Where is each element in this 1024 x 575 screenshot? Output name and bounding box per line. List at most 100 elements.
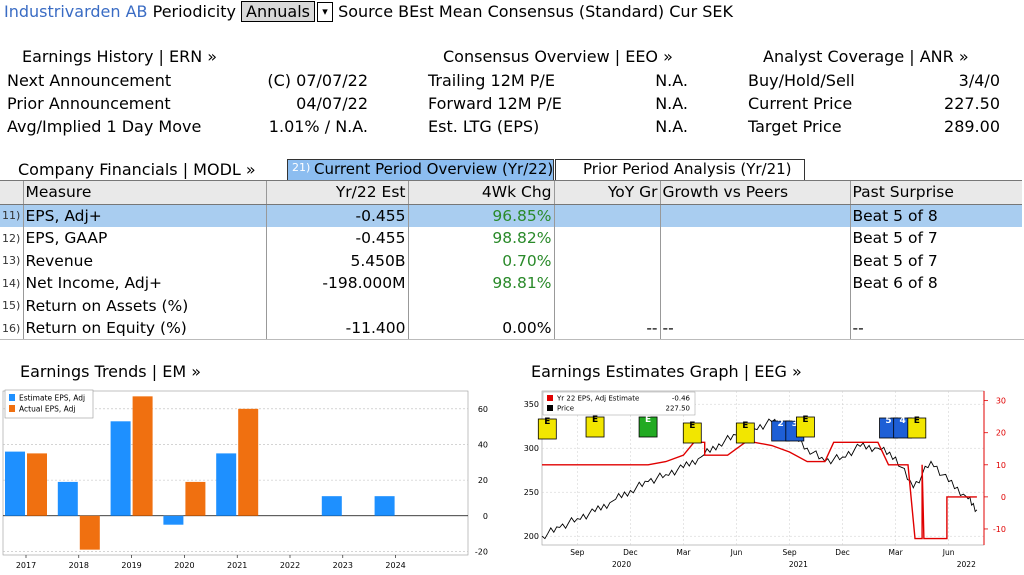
left-tick-label: 300 [524, 444, 539, 453]
measure-cell[interactable]: Return on Assets (%) [22, 294, 266, 317]
est-ltg-label: Est. LTG (EPS) [428, 117, 540, 136]
event-marker-label: E [645, 415, 651, 425]
col-past-surprise[interactable]: Past Surprise [849, 180, 1022, 205]
x-tick-label: 2020 [174, 561, 194, 570]
tab-number: 21) [292, 161, 311, 174]
event-marker [638, 416, 658, 438]
y-tick-label: 20 [478, 476, 488, 485]
bar-actual [238, 408, 259, 516]
next-announcement-label: Next Announcement [7, 71, 172, 90]
legend-label: Actual EPS, Adj [19, 405, 76, 414]
event-marker-label: E [802, 415, 808, 425]
bar-actual [79, 515, 100, 550]
event-marker [796, 416, 815, 438]
table-row[interactable]: 16) Return on Equity (%) -11.400 0.00% -… [0, 317, 1022, 340]
measure-cell[interactable]: EPS, GAAP [22, 227, 266, 250]
event-marker-label: E [544, 417, 550, 427]
target-price-label: Target Price [748, 117, 842, 136]
chevron-down-icon[interactable]: ▾ [316, 2, 333, 22]
avg-move-value: 1.01% / N.A. [268, 117, 368, 136]
measure-cell[interactable]: Net Income, Adj+ [22, 272, 266, 295]
measure-cell[interactable]: Return on Equity (%) [22, 317, 266, 340]
event-marker-label: 3 [792, 419, 798, 429]
x-tick-label: Jun [942, 548, 955, 557]
x-tick-label: 2024 [385, 561, 405, 570]
legend-swatch [547, 405, 553, 411]
table-row[interactable]: 11) EPS, Adj+ -0.455 96.85% Beat 5 of 8 [0, 204, 1022, 227]
legend-swatch [9, 394, 15, 401]
col-yoy[interactable]: YoY Gr [553, 180, 660, 205]
avg-move-label: Avg/Implied 1 Day Move [7, 117, 202, 136]
legend-box [4, 389, 94, 419]
trailing-pe-value: N.A. [655, 71, 688, 90]
bar-estimate [374, 496, 395, 516]
event-marker [537, 418, 557, 440]
tab-prior-label: Prior Period Analysis (Yr/21) [583, 160, 792, 178]
bar-estimate [321, 496, 342, 516]
price-line [541, 418, 978, 540]
tab-current-period[interactable]: 21) Current Period Overview (Yr/22) [287, 159, 554, 181]
legend-box [542, 391, 696, 416]
event-marker [682, 422, 702, 444]
buy-hold-sell-value: 3/4/0 [958, 71, 1000, 90]
measure-cell[interactable]: Revenue [22, 249, 266, 272]
right-tick-label: 20 [996, 429, 1006, 438]
tab-prior-period[interactable]: Prior Period Analysis (Yr/21) [555, 159, 805, 181]
consensus-overview-link[interactable]: Consensus Overview | EEO » [443, 47, 673, 66]
y-tick-label: 40 [478, 440, 488, 449]
y-tick-label: 0 [483, 512, 488, 521]
table-row[interactable]: 13) Revenue 5.450B 0.70% Beat 5 of 7 [0, 249, 1022, 272]
table-row[interactable]: 14) Net Income, Adj+ -198.000M 98.81% Be… [0, 272, 1022, 295]
x-year-label: 2021 [789, 560, 808, 569]
bar-estimate [216, 453, 237, 516]
periodicity-label: Periodicity [152, 2, 236, 21]
earnings-trends-link[interactable]: Earnings Trends | EM » [20, 362, 201, 381]
col-growth-peers[interactable]: Growth vs Peers [659, 180, 850, 205]
x-tick-label: 2021 [227, 561, 247, 570]
source-label: Source BEst Mean Consensus (Standard) Cu… [338, 2, 733, 21]
earnings-trends-chart[interactable]: -20 0 20 40 60 2017 2018 2019 2020 2021 2022 2023 20… [0, 383, 512, 575]
periodicity-select[interactable]: Annuals [241, 1, 315, 22]
legend-label: Yr 22 EPS, Adj Estimate [556, 395, 639, 403]
table-row[interactable]: 12) EPS, GAAP -0.455 98.82% Beat 5 of 7 [0, 227, 1022, 250]
x-tick-label: 2023 [333, 561, 353, 570]
table-bottom-divider [0, 339, 1024, 340]
col-est[interactable]: Yr/22 Est [265, 180, 408, 205]
analyst-coverage-link[interactable]: Analyst Coverage | ANR » [763, 47, 969, 66]
event-marker [735, 422, 755, 444]
event-marker-label: E [742, 421, 748, 431]
x-tick-label: Jun [730, 548, 743, 557]
earnings-history-link[interactable]: Earnings History | ERN » [22, 47, 218, 66]
x-tick-label: 2018 [69, 561, 89, 570]
x-tick-label: 2017 [16, 561, 36, 570]
x-tick-label: 2022 [280, 561, 300, 570]
legend-label: Estimate EPS, Adj [19, 394, 85, 403]
event-marker [907, 417, 927, 439]
measure-cell[interactable]: EPS, Adj+ [22, 204, 266, 227]
legend-value: 227.50 [666, 405, 691, 413]
forward-pe-value: N.A. [655, 94, 688, 113]
table-header-row: Measure Yr/22 Est 4Wk Chg YoY Gr Growth … [0, 180, 1022, 205]
company-financials-link[interactable]: Company Financials | MODL » [18, 160, 256, 179]
target-price-value: 289.00 [944, 117, 1000, 136]
col-4wk-chg[interactable]: 4Wk Chg [407, 180, 554, 205]
legend-swatch [547, 395, 553, 401]
legend-value: -0.46 [672, 395, 691, 403]
event-marker-label: 5 [885, 416, 891, 426]
right-tick-label: -10 [993, 525, 1006, 534]
x-tick-label: 2019 [121, 561, 141, 570]
bar-estimate [57, 481, 78, 516]
event-marker-label: E [689, 421, 695, 431]
event-marker-label: 4 [900, 416, 906, 426]
current-price-value: 227.50 [944, 94, 1000, 113]
security-name[interactable]: Industrivarden AB [4, 2, 148, 21]
earnings-estimates-graph-link[interactable]: Earnings Estimates Graph | EEG » [531, 362, 802, 381]
table-row[interactable]: 15) Return on Assets (%) [0, 294, 1022, 317]
right-tick-label: 30 [996, 397, 1006, 406]
forward-pe-label: Forward 12M P/E [428, 94, 562, 113]
right-tick-label: 0 [1001, 493, 1006, 502]
col-measure[interactable]: Measure [22, 180, 266, 205]
event-marker-label: E [592, 415, 598, 425]
event-marker-label: 2 [778, 419, 784, 429]
